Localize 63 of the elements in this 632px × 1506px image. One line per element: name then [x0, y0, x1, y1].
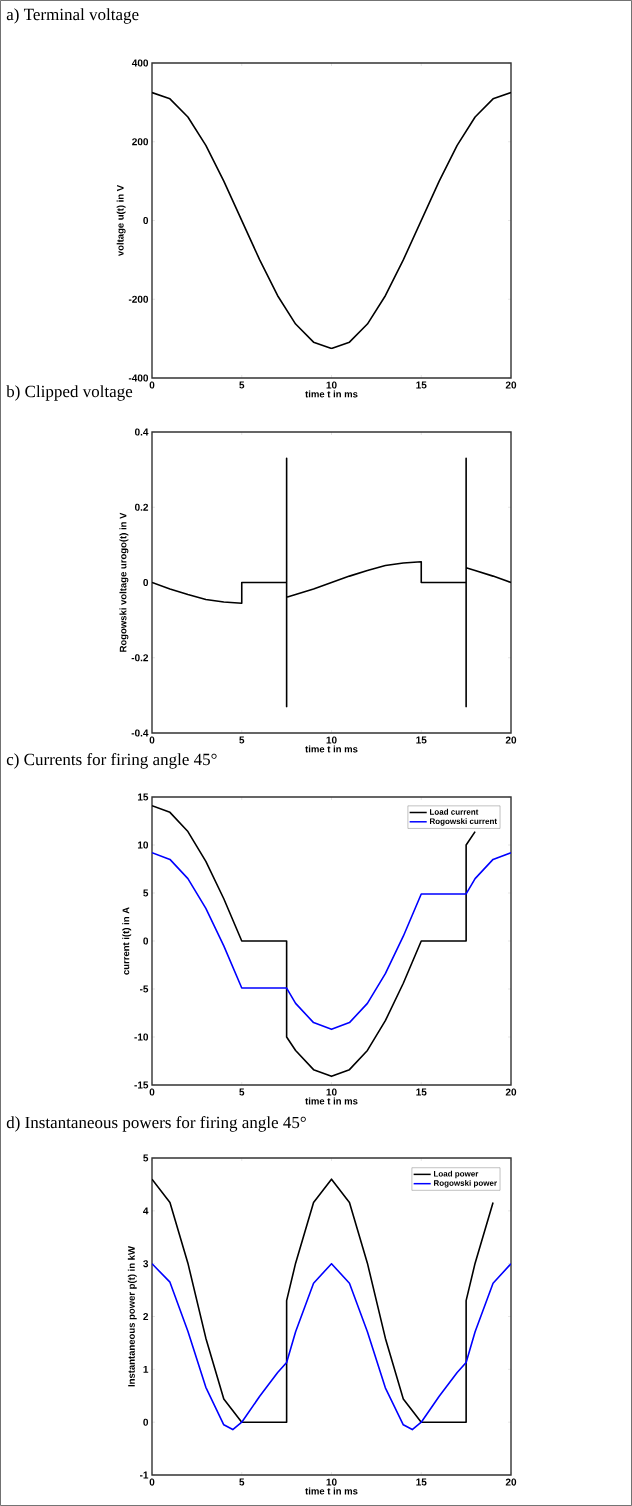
legend-label: Rogowski current [430, 818, 497, 826]
x-tick-label: 0 [149, 381, 155, 389]
chart-title: a) Terminal voltage [6, 8, 139, 24]
x-axis-title: time t in ms [305, 1487, 358, 1495]
x-tick-label: 15 [416, 736, 427, 744]
y-tick-label: 5 [143, 889, 149, 897]
y-tick-label: -400 [128, 374, 149, 382]
x-tick-label: 10 [326, 736, 337, 744]
y-tick-label: -1 [139, 1471, 149, 1479]
y-tick-label: 0.4 [134, 428, 149, 436]
y-tick-label: 15 [137, 793, 149, 801]
legend-label: Rogowski power [434, 1180, 497, 1188]
x-axis-title: time t in ms [305, 745, 358, 753]
y-tick-label: -5 [139, 985, 149, 993]
y-tick-label: -0.4 [131, 729, 149, 737]
y-tick-label: 1 [143, 1365, 149, 1373]
y-axis-title: Instantaneous power p(t) in kW [127, 1246, 137, 1387]
chart-title: d) Instantaneous powers for firing angle 45° [6, 1116, 306, 1132]
x-tick-label: 5 [239, 1088, 245, 1096]
y-tick-label: 10 [137, 841, 149, 849]
x-tick-label: 0 [149, 1088, 155, 1096]
x-tick-label: 5 [239, 1478, 245, 1486]
y-axis-title: Rogowski voltage urogo(t) in V [119, 512, 129, 652]
x-tick-label: 0 [149, 1478, 155, 1486]
x-tick-label: 0 [149, 736, 155, 744]
y-tick-label: 0 [143, 937, 149, 945]
y-axis-title: current i(t) in A [122, 907, 132, 975]
y-tick-label: 2 [143, 1313, 149, 1321]
line-series [152, 851, 512, 1031]
y-tick-label: -10 [134, 1033, 149, 1041]
x-tick-label: 5 [239, 381, 245, 389]
y-tick-label: -200 [128, 295, 149, 303]
x-tick-label: 20 [505, 736, 517, 744]
line-series [152, 1262, 512, 1431]
x-tick-label: 20 [505, 1478, 517, 1486]
y-tick-label: -0.2 [131, 654, 149, 662]
x-tick-label: 10 [326, 1478, 337, 1486]
x-axis-title: time t in ms [305, 1097, 358, 1105]
y-tick-label: 0.2 [134, 503, 149, 511]
y-tick-label: 200 [132, 138, 149, 146]
y-tick-label: 0 [143, 216, 149, 225]
x-tick-label: 20 [505, 381, 517, 389]
y-tick-label: 0 [143, 578, 149, 587]
chart-title: c) Currents for firing angle 45° [6, 753, 217, 769]
y-tick-label: -15 [134, 1081, 149, 1089]
legend-label: Load power [434, 1170, 479, 1179]
y-tick-label: 4 [143, 1207, 149, 1215]
y-tick-label: 5 [143, 1154, 149, 1162]
x-tick-label: 5 [239, 736, 245, 744]
x-tick-label: 15 [416, 1478, 427, 1486]
line-series [152, 457, 512, 708]
x-axis-title: time t in ms [305, 390, 358, 398]
y-axis-title: voltage u(t) in V [116, 184, 126, 257]
x-tick-label: 20 [505, 1088, 517, 1096]
x-tick-label: 15 [416, 1088, 427, 1096]
legend-label: Load current [430, 808, 479, 815]
y-tick-label: 3 [143, 1260, 149, 1268]
y-tick-label: 400 [131, 59, 149, 67]
chart-title: b) Clipped voltage [6, 385, 133, 401]
y-tick-label: 0 [143, 1418, 149, 1426]
x-tick-label: 10 [326, 381, 337, 389]
x-tick-label: 15 [416, 381, 427, 389]
x-tick-label: 10 [326, 1088, 337, 1096]
